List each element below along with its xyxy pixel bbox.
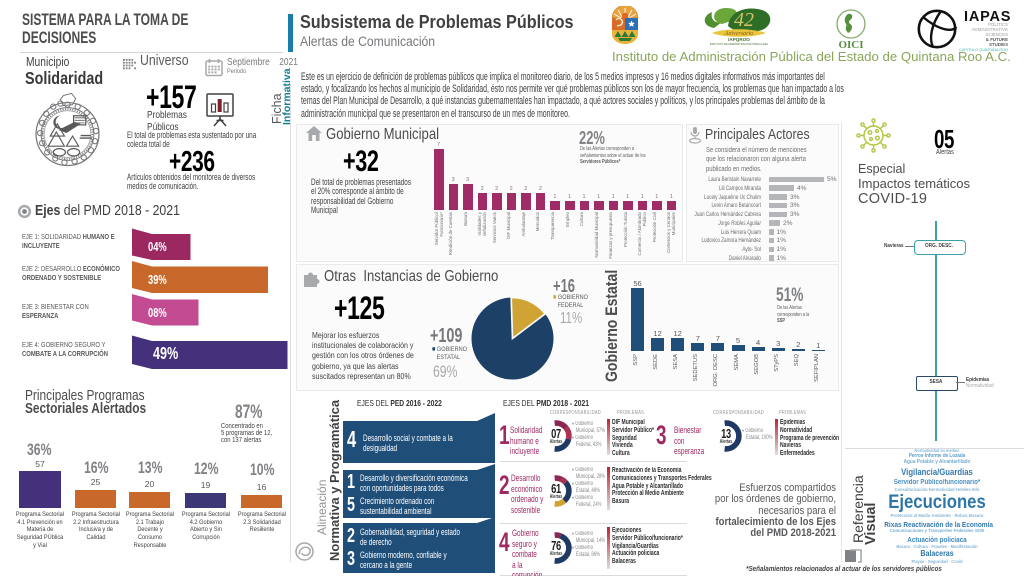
svg-text:INSTITUTO DE ADMINISTRACIÓN PÚ: INSTITUTO DE ADMINISTRACIÓN PÚBLICA DEL <box>710 41 769 46</box>
svg-text:OICI: OICI <box>838 39 863 50</box>
svg-text:42: 42 <box>734 9 754 31</box>
svg-text:IAPQROO: IAPQROO <box>728 37 750 42</box>
svg-text:Aniversario: Aniversario <box>724 31 753 37</box>
